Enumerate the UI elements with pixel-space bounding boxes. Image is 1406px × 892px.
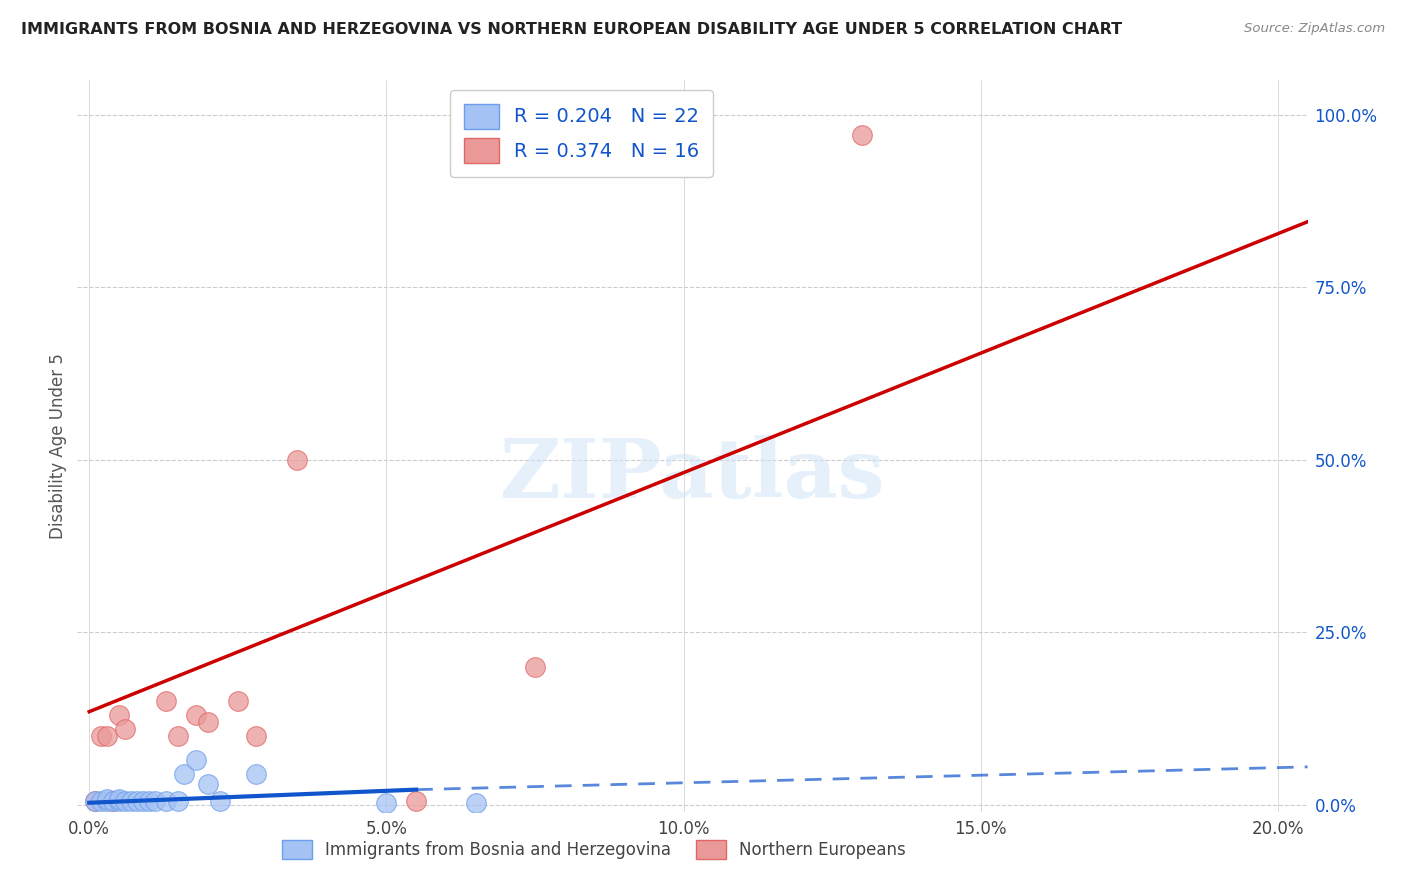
Point (84, 794, 107, 808)
Point (114, 794, 136, 808)
Point (90, 729, 112, 743)
Text: IMMIGRANTS FROM BOSNIA AND HERZEGOVINA VS NORTHERN EUROPEAN DISABILITY AGE UNDER: IMMIGRANTS FROM BOSNIA AND HERZEGOVINA V… (21, 22, 1122, 37)
Point (143, 794, 166, 808)
Point (131, 794, 153, 808)
Point (851, 128, 873, 143)
Point (464, 796, 486, 810)
Point (120, 794, 142, 808)
Point (155, 694, 177, 708)
Point (523, 660, 546, 674)
Point (108, 794, 131, 808)
Point (96, 729, 118, 743)
Point (197, 714, 219, 729)
Point (186, 708, 208, 723)
Point (114, 722, 136, 736)
Point (125, 794, 148, 808)
Point (375, 796, 398, 810)
Point (285, 452, 308, 467)
Point (138, 794, 160, 808)
Point (186, 753, 208, 767)
Point (155, 794, 177, 808)
Point (90, 794, 112, 808)
Point (101, 794, 124, 808)
Point (108, 792, 131, 806)
Point (167, 729, 190, 743)
Legend: Immigrants from Bosnia and Herzegovina, Northern Europeans: Immigrants from Bosnia and Herzegovina, … (276, 833, 912, 865)
Point (96, 794, 118, 808)
Point (226, 694, 249, 708)
Point (173, 766, 195, 780)
Point (101, 794, 124, 808)
Text: Source: ZipAtlas.com: Source: ZipAtlas.com (1244, 22, 1385, 36)
Text: ZIPatlas: ZIPatlas (499, 435, 886, 516)
Point (208, 794, 231, 808)
Point (405, 794, 427, 808)
Point (167, 794, 190, 808)
Point (197, 777, 219, 791)
Y-axis label: Disability Age Under 5: Disability Age Under 5 (49, 353, 67, 539)
Point (108, 708, 131, 723)
Point (245, 766, 267, 780)
Point (245, 729, 267, 743)
Point (96, 792, 118, 806)
Point (84, 794, 107, 808)
